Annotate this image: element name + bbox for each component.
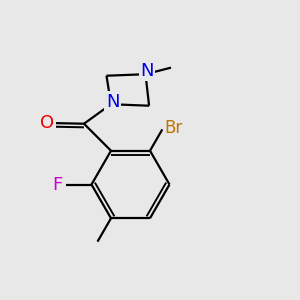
Text: N: N xyxy=(140,61,154,80)
Text: N: N xyxy=(106,93,119,111)
Text: Br: Br xyxy=(165,119,183,137)
Text: O: O xyxy=(40,114,54,132)
Text: F: F xyxy=(52,176,62,194)
